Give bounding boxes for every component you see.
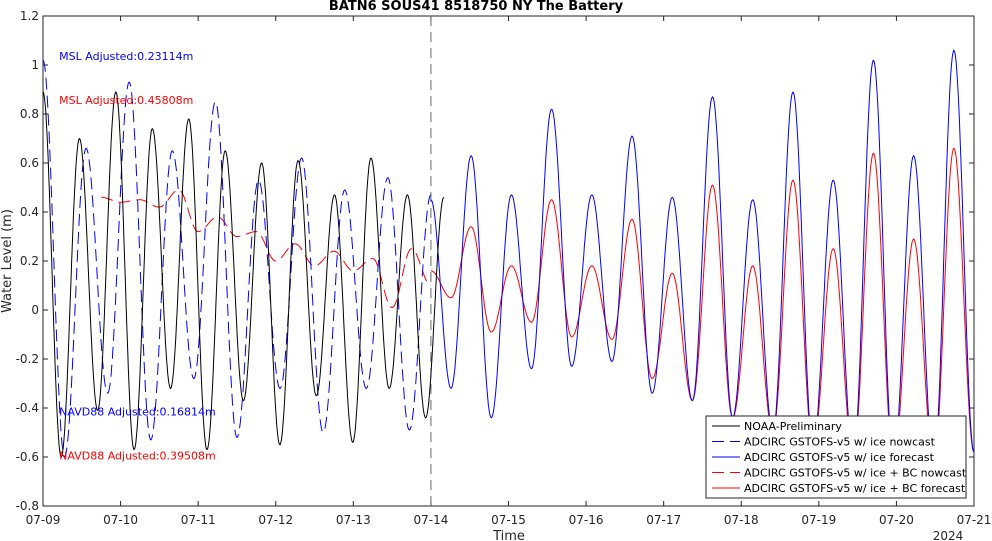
x-tick-label: 07-19 (801, 513, 836, 527)
x-tick-label: 07-20 (879, 513, 914, 527)
x-tick-label: 07-13 (336, 513, 371, 527)
legend-entry: ADCIRC GSTOFS-v5 w/ ice forecast (744, 451, 935, 464)
y-tick-label: 0 (31, 303, 39, 317)
annotation-text: MSL Adjusted:0.45808m (59, 94, 193, 107)
legend-entry: ADCIRC GSTOFS-v5 w/ ice + BC forecast (744, 482, 966, 495)
series-line (430, 49, 974, 466)
y-tick-label: 0.6 (20, 156, 39, 170)
series-line (43, 91, 445, 458)
y-tick-label: -0.8 (16, 499, 39, 513)
series-line (430, 147, 974, 466)
x-tick-label: 07-10 (103, 513, 138, 527)
y-tick-label: 0.8 (20, 107, 39, 121)
y-tick-label: -0.4 (16, 401, 39, 415)
chart-title: BATN6 SOUS41 8518750 NY The Battery (329, 0, 624, 14)
y-axis-title: Water Level (m) (0, 209, 15, 313)
y-tick-label: -0.2 (16, 352, 39, 366)
y-tick-label: 1.2 (20, 9, 39, 23)
x-tick-label: 07-14 (413, 513, 448, 527)
y-tick-label: 1 (31, 58, 39, 72)
x-tick-label: 07-17 (646, 513, 681, 527)
x-tick-label: 07-16 (569, 513, 604, 527)
year-label: 2024 (933, 529, 964, 541)
legend-entry: ADCIRC GSTOFS-v5 w/ ice + BC nowcast (744, 467, 967, 480)
annotation-text: NAVD88 Adjusted:0.39508m (59, 449, 216, 462)
x-tick-label: 07-11 (181, 513, 216, 527)
y-tick-label: -0.6 (16, 450, 39, 464)
legend: NOAA-Preliminary ADCIRC GSTOFS-v5 w/ ice … (705, 415, 967, 499)
annotation-text: MSL Adjusted:0.23114m (59, 50, 193, 63)
x-tick-label: 07-18 (724, 513, 759, 527)
series-line (101, 189, 431, 308)
y-tick-label: 0.4 (20, 205, 39, 219)
x-tick-label: 07-09 (26, 513, 61, 527)
series-line (43, 59, 432, 458)
x-axis-title: Time (492, 529, 525, 541)
x-tick-label: 07-15 (491, 513, 526, 527)
x-tick-label: 07-21 (957, 513, 992, 527)
legend-box (705, 415, 967, 499)
legend-entry: NOAA-Preliminary (744, 420, 842, 433)
annotation-text: NAVD88 Adjusted:0.16814m (59, 405, 216, 418)
x-tick-label: 07-12 (258, 513, 293, 527)
plot-area: -0.8 -0.6 -0.4 -0.2 0 0.2 0.4 0.6 0.8 1 1.2 07-09 07… (16, 9, 992, 527)
legend-entry: ADCIRC GSTOFS-v5 w/ ice nowcast (744, 436, 936, 449)
y-tick-label: 0.2 (20, 254, 39, 268)
